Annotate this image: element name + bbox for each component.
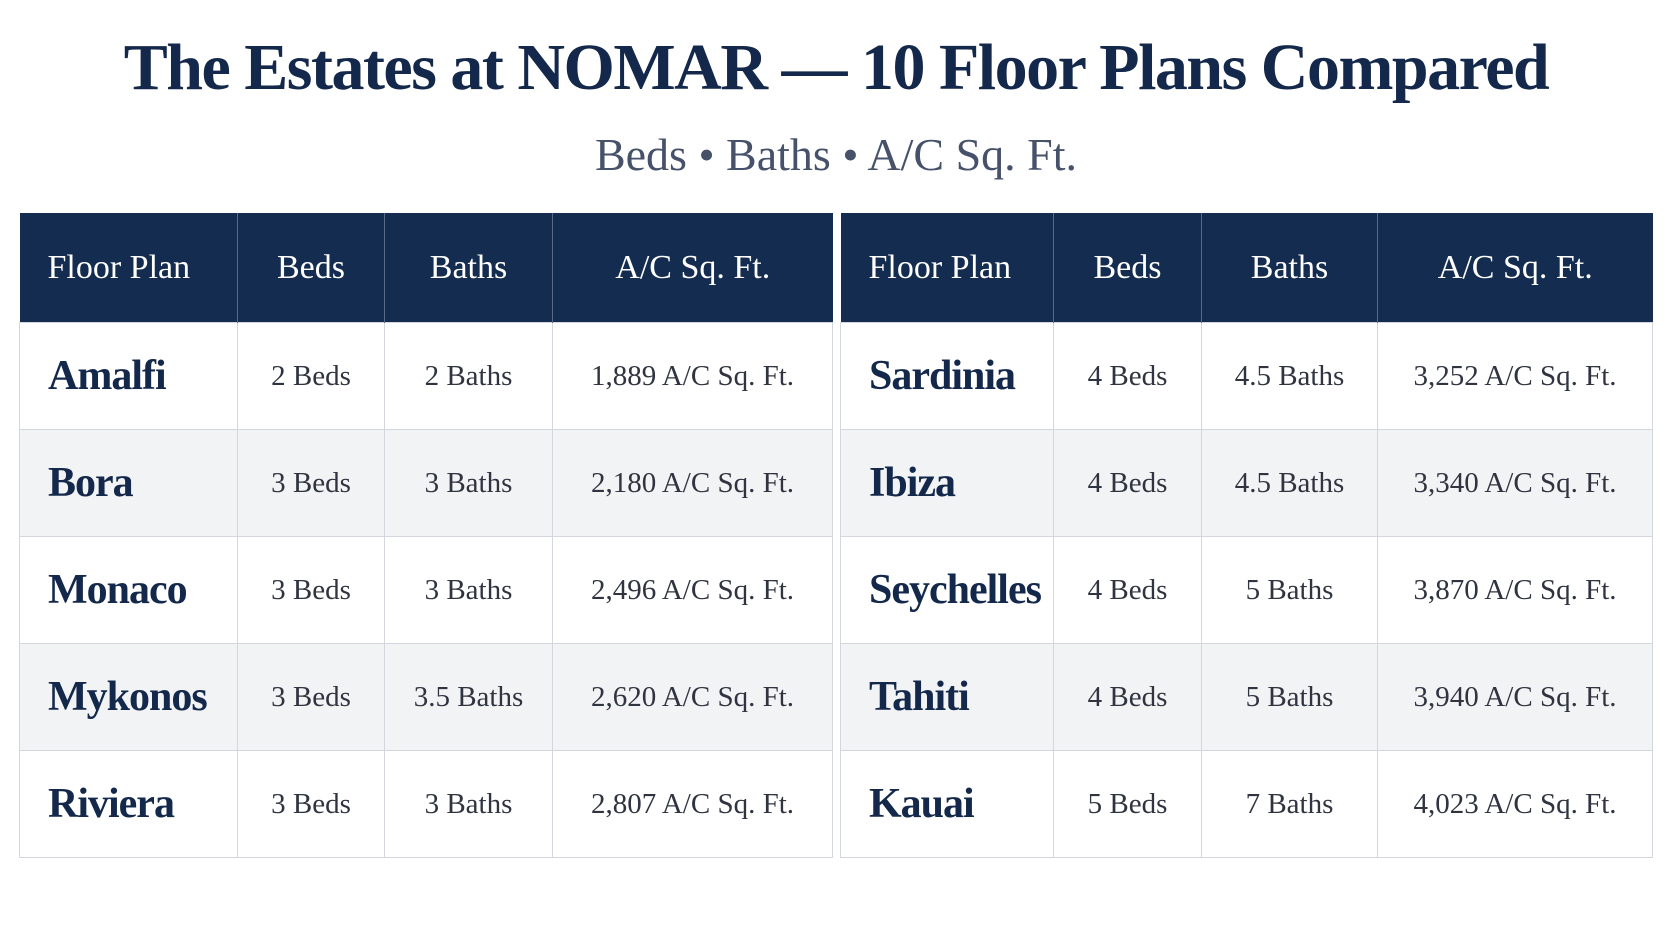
- plan-name: Sardinia: [840, 322, 1054, 430]
- column-header: A/C Sq. Ft.: [1377, 213, 1653, 323]
- plan-cell: 3 Baths: [384, 536, 553, 644]
- table-body: Amalfi 2 Beds 2 Baths 1,889 A/C Sq. Ft. Bora…: [19, 322, 833, 858]
- plan-name: Ibiza: [840, 429, 1054, 537]
- table-body: Sardinia 4 Beds 4.5 Baths 3,252 A/C Sq. Ft.…: [840, 322, 1653, 858]
- plan-cell: 3 Baths: [384, 429, 553, 537]
- plan-table: Floor Plan Beds Baths A/C Sq. Ft. Sardinia 4 …: [840, 213, 1653, 858]
- plan-row: Mykonos 3 Beds 3.5 Baths 2,620 A/C Sq. Ft.: [19, 643, 833, 751]
- plan-cell: 3,340 A/C Sq. Ft.: [1377, 429, 1653, 537]
- column-header: Floor Plan: [19, 213, 238, 323]
- plan-row: Monaco 3 Beds 3 Baths 2,496 A/C Sq. Ft.: [19, 536, 833, 644]
- plan-name: Amalfi: [19, 322, 238, 430]
- table-head: Floor Plan Beds Baths A/C Sq. Ft.: [19, 213, 833, 323]
- plan-cell: 2,620 A/C Sq. Ft.: [552, 643, 833, 751]
- plan-cell: 5 Beds: [1053, 750, 1202, 858]
- plan-cell: 3 Baths: [384, 750, 553, 858]
- column-header: Baths: [1201, 213, 1378, 323]
- plan-cell: 3,252 A/C Sq. Ft.: [1377, 322, 1653, 430]
- plan-row: Riviera 3 Beds 3 Baths 2,807 A/C Sq. Ft.: [19, 750, 833, 858]
- plan-name: Mykonos: [19, 643, 238, 751]
- plan-cell: 2 Beds: [237, 322, 385, 430]
- plan-cell: 4 Beds: [1053, 536, 1202, 644]
- plan-row: Seychelles 4 Beds 5 Baths 3,870 A/C Sq. Ft.: [840, 536, 1653, 644]
- plan-cell: 3 Beds: [237, 429, 385, 537]
- plan-cell: 4 Beds: [1053, 643, 1202, 751]
- plan-cell: 4.5 Baths: [1201, 322, 1378, 430]
- plan-cell: 4 Beds: [1053, 429, 1202, 537]
- column-header: Baths: [384, 213, 553, 323]
- plan-cell: 5 Baths: [1201, 643, 1378, 751]
- plan-cell: 3 Beds: [237, 643, 385, 751]
- plan-name: Tahiti: [840, 643, 1054, 751]
- plan-cell: 3,940 A/C Sq. Ft.: [1377, 643, 1653, 751]
- header-row: Floor Plan Beds Baths A/C Sq. Ft.: [840, 213, 1653, 323]
- plan-cell: 3,870 A/C Sq. Ft.: [1377, 536, 1653, 644]
- plan-cell: 4,023 A/C Sq. Ft.: [1377, 750, 1653, 858]
- plan-cell: 3.5 Baths: [384, 643, 553, 751]
- column-header: A/C Sq. Ft.: [552, 213, 833, 323]
- plan-cell: 2,180 A/C Sq. Ft.: [552, 429, 833, 537]
- plan-name: Monaco: [19, 536, 238, 644]
- plan-name: Bora: [19, 429, 238, 537]
- column-header: Beds: [237, 213, 385, 323]
- plan-cell: 1,889 A/C Sq. Ft.: [552, 322, 833, 430]
- title: The Estates at NOMAR — 10 Floor Plans Co…: [123, 31, 1550, 104]
- column-header: Floor Plan: [840, 213, 1054, 323]
- plan-row: Tahiti 4 Beds 5 Baths 3,940 A/C Sq. Ft.: [840, 643, 1653, 751]
- plan-name: Kauai: [840, 750, 1054, 858]
- header-row: Floor Plan Beds Baths A/C Sq. Ft.: [19, 213, 833, 323]
- table-head: Floor Plan Beds Baths A/C Sq. Ft.: [840, 213, 1653, 323]
- plan-row: Kauai 5 Beds 7 Baths 4,023 A/C Sq. Ft.: [840, 750, 1653, 858]
- subtitle: Beds • Baths • A/C Sq. Ft.: [594, 129, 1078, 180]
- plan-row: Sardinia 4 Beds 4.5 Baths 3,252 A/C Sq. Ft.: [840, 322, 1653, 430]
- plan-cell: 2,496 A/C Sq. Ft.: [552, 536, 833, 644]
- plan-name: Seychelles: [840, 536, 1054, 644]
- plan-cell: 4 Beds: [1053, 322, 1202, 430]
- plan-row: Ibiza 4 Beds 4.5 Baths 3,340 A/C Sq. Ft.: [840, 429, 1653, 537]
- plan-name: Riviera: [19, 750, 238, 858]
- plan-cell: 2 Baths: [384, 322, 553, 430]
- plan-cell: 3 Beds: [237, 750, 385, 858]
- plan-row: Bora 3 Beds 3 Baths 2,180 A/C Sq. Ft.: [19, 429, 833, 537]
- column-header: Beds: [1053, 213, 1202, 323]
- plan-cell: 2,807 A/C Sq. Ft.: [552, 750, 833, 858]
- plan-cell: 7 Baths: [1201, 750, 1378, 858]
- plan-cell: 5 Baths: [1201, 536, 1378, 644]
- plan-row: Amalfi 2 Beds 2 Baths 1,889 A/C Sq. Ft.: [19, 322, 833, 430]
- plan-cell: 4.5 Baths: [1201, 429, 1378, 537]
- plan-table: Floor Plan Beds Baths A/C Sq. Ft. Amalfi 2 Be…: [19, 213, 833, 858]
- plan-cell: 3 Beds: [237, 536, 385, 644]
